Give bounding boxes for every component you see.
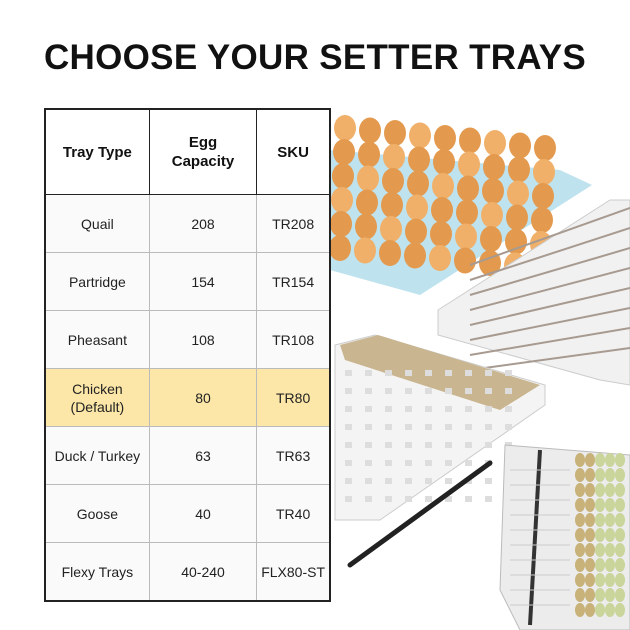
- header-tray-type: Tray Type: [44, 108, 150, 195]
- cell-capacity: 63: [148, 426, 258, 485]
- table-row: Goose 40 TR40: [44, 484, 331, 543]
- divider-rod-image: [347, 460, 493, 568]
- slotted-tray-image: [437, 199, 630, 386]
- chicken-egg-tray-image: [329, 115, 592, 295]
- cell-type: Goose: [44, 484, 150, 543]
- cell-capacity: 108: [148, 310, 258, 369]
- cell-capacity: 80: [148, 368, 258, 427]
- header-egg-capacity: Egg Capacity: [148, 108, 258, 195]
- setter-tray-table: Tray Type Egg Capacity SKU Quail 208 TR208…: [44, 108, 331, 602]
- header-sku: SKU: [256, 108, 331, 195]
- cell-type: Flexy Trays: [44, 542, 150, 602]
- cell-capacity: 154: [148, 252, 258, 311]
- page-title: CHOOSE YOUR SETTER TRAYS: [43, 38, 587, 77]
- cell-capacity: 40: [148, 484, 258, 543]
- cell-type: Pheasant: [44, 310, 150, 369]
- flexy-tray-image: [499, 444, 630, 630]
- table-row: Duck / Turkey 63 TR63: [44, 426, 331, 485]
- cell-sku: TR208: [256, 194, 331, 253]
- quail-egg-tray-image: [334, 334, 546, 521]
- table-row: Pheasant 108 TR108: [44, 310, 331, 369]
- cell-type: Quail: [44, 194, 150, 253]
- cell-capacity: 40-240: [148, 542, 258, 602]
- cell-sku: FLX80-ST: [256, 542, 331, 602]
- cell-sku: TR80: [256, 368, 331, 427]
- cell-capacity: 208: [148, 194, 258, 253]
- table-row: Quail 208 TR208: [44, 194, 331, 253]
- table-row: Partridge 154 TR154: [44, 252, 331, 311]
- cell-type: Duck / Turkey: [44, 426, 150, 485]
- cell-sku: TR40: [256, 484, 331, 543]
- cell-type: Partridge: [44, 252, 150, 311]
- table-row: Flexy Trays 40-240 FLX80-ST: [44, 542, 331, 602]
- cell-type: Chicken (Default): [44, 368, 150, 427]
- cell-sku: TR108: [256, 310, 331, 369]
- table-row: Chicken (Default) 80 TR80: [44, 368, 331, 427]
- table-header-row: Tray Type Egg Capacity SKU: [44, 108, 331, 195]
- cell-sku: TR63: [256, 426, 331, 485]
- cell-sku: TR154: [256, 252, 331, 311]
